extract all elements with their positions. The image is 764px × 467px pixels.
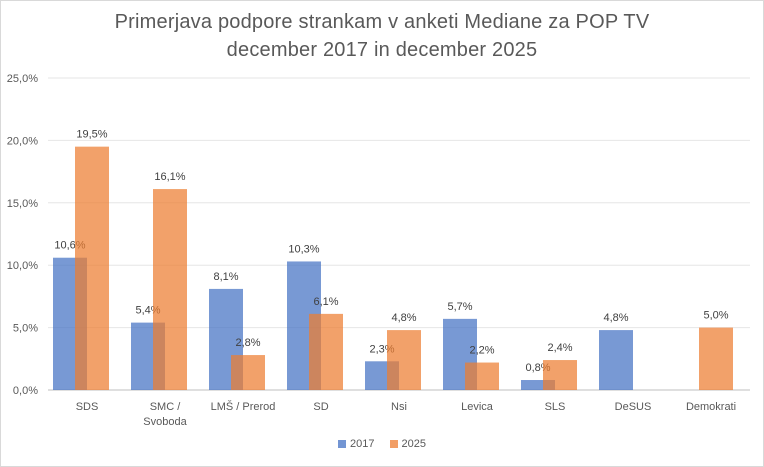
y-tick-label: 0,0%	[13, 385, 38, 397]
x-tick-label: SDS	[76, 401, 99, 413]
chart-title-line1: Primerjava podpore strankam v anketi Med…	[114, 11, 650, 33]
chart-title: Primerjava podpore strankam v anketi Med…	[0, 8, 764, 64]
legend-swatch-2017	[337, 440, 346, 448]
y-tick-label: 5,0%	[13, 323, 38, 335]
bar-2025-4	[387, 330, 421, 390]
x-tick-label: Levica	[461, 401, 494, 413]
bar-2017-7	[599, 330, 633, 390]
chart-title-line2: december 2017 in december 2025	[226, 39, 538, 61]
y-tick-label: 20,0%	[7, 135, 38, 147]
bar-2025-0	[75, 146, 109, 390]
data-label-2025: 2,2%	[469, 345, 494, 357]
bar-2025-5	[465, 362, 499, 390]
y-tick-label: 15,0%	[7, 198, 38, 210]
bar-2025-6	[543, 360, 577, 390]
data-label-2025: 6,1%	[313, 296, 338, 308]
x-tick-label: Demokrati	[686, 401, 736, 413]
legend-item-2017: 2017	[337, 438, 375, 450]
x-tick-label: SLS	[545, 401, 566, 413]
x-tick-label: SD	[313, 401, 328, 413]
x-tick-label: LMŠ / Prerod	[211, 400, 276, 413]
data-label-2017: 5,7%	[447, 301, 472, 313]
legend-label-2025: 2025	[401, 438, 427, 450]
legend-label-2017: 2017	[349, 438, 375, 450]
y-tick-label: 25,0%	[7, 73, 38, 85]
legend-swatch-2025	[389, 440, 398, 448]
data-label-2017: 8,1%	[213, 271, 238, 283]
legend: 2017 2025	[0, 438, 764, 451]
x-tick-label: Svoboda	[143, 416, 187, 428]
data-label-2025: 2,8%	[235, 337, 260, 349]
x-tick-label: SMC /	[150, 401, 182, 413]
bar-2025-3	[309, 313, 343, 390]
data-label-2025: 5,0%	[703, 310, 728, 322]
bar-2025-2	[231, 355, 265, 390]
data-label-2025: 4,8%	[391, 312, 416, 324]
data-label-2025: 2,4%	[547, 342, 572, 354]
legend-item-2025: 2025	[389, 438, 427, 450]
bar-2025-8	[699, 327, 733, 390]
y-tick-label: 10,0%	[7, 260, 38, 272]
bar-2017-6	[521, 380, 555, 390]
x-tick-label: DeSUS	[615, 401, 652, 413]
data-label-2025: 19,5%	[76, 129, 107, 141]
data-label-2017: 10,3%	[288, 243, 319, 255]
x-tick-label: Nsi	[391, 401, 407, 413]
data-label-2025: 16,1%	[154, 171, 185, 183]
data-label-2017: 4,8%	[603, 312, 628, 324]
bar-2025-1	[153, 189, 187, 390]
